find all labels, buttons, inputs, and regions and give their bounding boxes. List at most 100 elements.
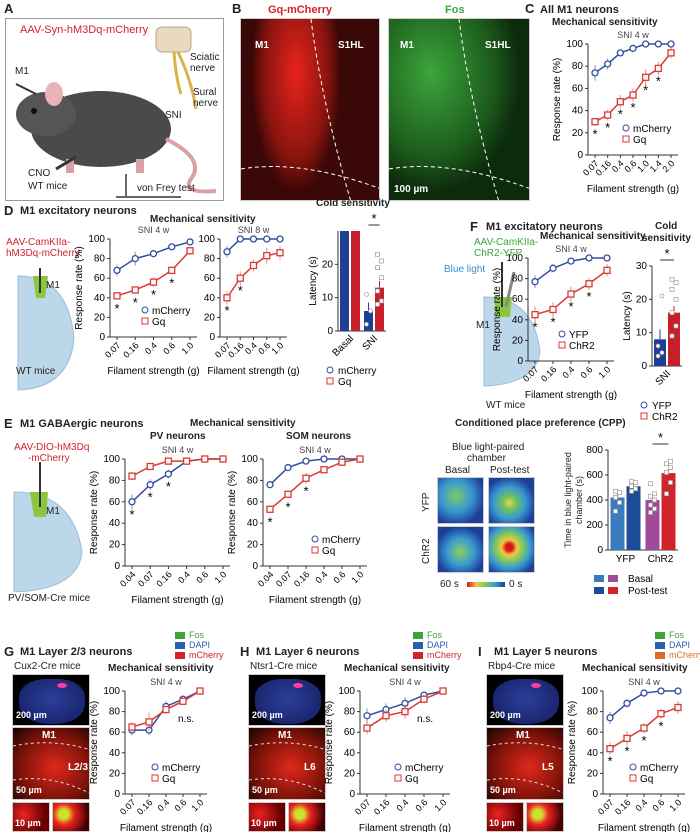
x-axis-label: Filament strength (g)	[120, 823, 212, 832]
data-point-mcherry	[604, 60, 612, 68]
significance-star: *	[586, 289, 591, 304]
significance-star: *	[658, 430, 663, 445]
zoom-image-merge	[52, 802, 90, 832]
data-point-gq	[616, 98, 624, 106]
legend-label: Fos	[669, 630, 685, 640]
legend-label: YFP	[569, 330, 589, 341]
chart-subtitle: SNI 8 w	[238, 225, 270, 235]
m1-region-label: M1	[400, 40, 414, 51]
data-point-gq	[642, 73, 650, 81]
panel-label-h: H	[240, 644, 250, 659]
stain-legend-item: Fos	[413, 630, 442, 641]
individual-point	[633, 486, 638, 492]
y-tick-label: 40	[512, 315, 524, 326]
x-tick-label: 2.0	[660, 158, 676, 174]
sural-label-2: nerve	[193, 98, 219, 109]
y-tick-label: 0	[577, 150, 583, 161]
y-tick-label: 40	[587, 748, 599, 759]
chart-subtitle: SNI 4 w	[617, 30, 649, 40]
y-tick-label: 20	[512, 335, 524, 346]
legend-label: Gq	[640, 774, 653, 785]
panel-title: M1 Layer 6 neurons	[256, 646, 360, 658]
individual-point	[375, 288, 380, 294]
significance-star: *	[151, 287, 156, 302]
y-axis-label: Time in blue light-paired chamber (s)	[563, 452, 584, 548]
y-tick-label: 20	[94, 312, 106, 323]
significance-star: *	[643, 82, 648, 97]
x-tick-label: 0.6	[331, 569, 347, 585]
x-axis-label: Filament strength (g)	[107, 366, 199, 377]
y-tick-label: 40	[94, 293, 106, 304]
data-point-gq	[338, 458, 346, 466]
y-tick-label: 60	[94, 273, 106, 284]
individual-point	[655, 353, 661, 359]
legend-marker	[640, 401, 648, 409]
layer-image	[12, 727, 90, 800]
chart-title: Mechanical sensitivity	[540, 231, 646, 242]
legend-label: mCherry	[669, 650, 700, 660]
x-tick-label: 0.16	[292, 569, 311, 588]
legend-swatch	[413, 652, 423, 660]
individual-point	[664, 470, 669, 475]
x-tick-label: 0.07	[118, 797, 137, 816]
x-tick-label: 0.16	[539, 364, 558, 383]
data-point-gq	[128, 472, 136, 480]
chamber-label: chamber	[467, 453, 506, 464]
y-tick-label: 0	[327, 326, 333, 337]
x-axis-label: Filament strength (g)	[131, 595, 223, 606]
brain-section-image	[12, 674, 90, 726]
y-axis-label: Response rate (%)	[552, 58, 563, 141]
virus-label: AAV-DIO-hM3Dq	[14, 442, 90, 453]
significance-star: *	[169, 275, 174, 290]
x-tick-label: 0.4	[176, 569, 192, 585]
x-tick-label: 0.16	[135, 797, 154, 816]
x-tick-label: 0.4	[633, 797, 649, 813]
data-point-gq	[146, 462, 154, 471]
individual-point	[379, 275, 384, 281]
y-tick-label: 40	[247, 518, 259, 529]
data-point-mcherry	[223, 248, 231, 256]
gq-mcherry-image	[240, 18, 380, 201]
individual-point	[648, 493, 653, 499]
data-point-mcherry	[284, 463, 292, 472]
bar-sni-gq	[375, 287, 384, 331]
m1-label: M1	[42, 730, 56, 741]
x-tick-label: 0.16	[154, 569, 173, 588]
significance-star: *	[371, 211, 376, 226]
m1-label: M1	[46, 506, 60, 517]
y-tick-label: 800	[586, 445, 603, 456]
heatmap-yfp-basal	[437, 477, 484, 524]
legend-label: mCherry	[189, 650, 224, 660]
panel-title: M1 Layer 5 neurons	[494, 646, 598, 658]
group-label: SNI	[654, 368, 674, 388]
y-tick-label: 30	[636, 261, 648, 272]
y-tick-label: 0	[252, 561, 258, 572]
individual-point	[652, 491, 657, 497]
y-axis-label: Response rate (%)	[567, 701, 578, 784]
data-point-mcherry	[642, 40, 650, 48]
bar-basal-gq	[351, 231, 360, 331]
stain-legend-item: DAPI	[175, 640, 210, 651]
scale-bar-label: 200 µm	[490, 710, 521, 720]
legend-label: Gq	[322, 546, 335, 557]
y-tick-label: 100	[198, 234, 215, 245]
y-tick-label: 100	[103, 686, 120, 697]
y-tick-label: 40	[204, 293, 216, 304]
stain-legend-item: DAPI	[655, 640, 690, 651]
chamber-label: Blue light-paired	[452, 442, 525, 453]
y-tick-label: 0	[99, 332, 105, 343]
virus-label: AAV-CamKIIa-	[6, 237, 71, 248]
panel-title: M1 GABAergic neurons	[20, 418, 144, 430]
individual-point	[668, 480, 673, 485]
legend-label: mCherry	[405, 763, 443, 774]
data-point-gq	[196, 687, 204, 695]
mice-label: WT mice	[486, 400, 526, 411]
individual-point	[652, 497, 657, 503]
experiment-schematic	[5, 18, 224, 201]
significance-star: *	[114, 301, 119, 316]
y-tick-label: 20	[344, 768, 356, 779]
m1-label: M1	[46, 280, 60, 291]
